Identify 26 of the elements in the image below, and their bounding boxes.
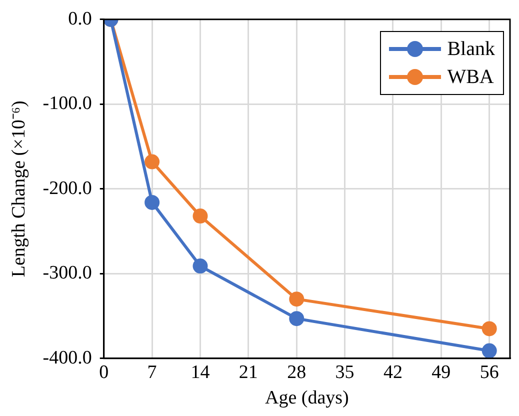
point bbox=[192, 258, 208, 274]
x-tick-label: 0 bbox=[99, 362, 109, 383]
point bbox=[482, 343, 497, 358]
y-tick-label: -100.0 bbox=[42, 93, 92, 114]
y-tick-label: 0.0 bbox=[68, 8, 92, 30]
legend-label: WBA bbox=[447, 65, 494, 90]
x-axis-title: Age (days) bbox=[264, 388, 349, 409]
y-tick-label: -400.0 bbox=[42, 347, 92, 368]
x-tick-label: 14 bbox=[190, 362, 210, 383]
point bbox=[289, 292, 304, 307]
y-axis-title: Length Change (×10⁻⁶) bbox=[8, 100, 30, 278]
y-tick-label: -200.0 bbox=[42, 178, 92, 199]
y-tick-label: -300.0 bbox=[42, 262, 92, 284]
x-tick-label: 21 bbox=[238, 362, 258, 383]
x-tick-label: 42 bbox=[383, 362, 402, 383]
x-tick-label: 28 bbox=[287, 362, 306, 383]
legend-label: Blank bbox=[447, 37, 495, 62]
point bbox=[482, 321, 497, 336]
point bbox=[144, 154, 160, 170]
x-tick-label: 7 bbox=[147, 362, 157, 383]
x-tick-label: 56 bbox=[480, 362, 499, 383]
point bbox=[192, 208, 208, 224]
x-tick-label: 35 bbox=[335, 362, 354, 383]
x-tick-label: 49 bbox=[432, 362, 451, 383]
point bbox=[289, 311, 304, 326]
point bbox=[144, 194, 160, 210]
